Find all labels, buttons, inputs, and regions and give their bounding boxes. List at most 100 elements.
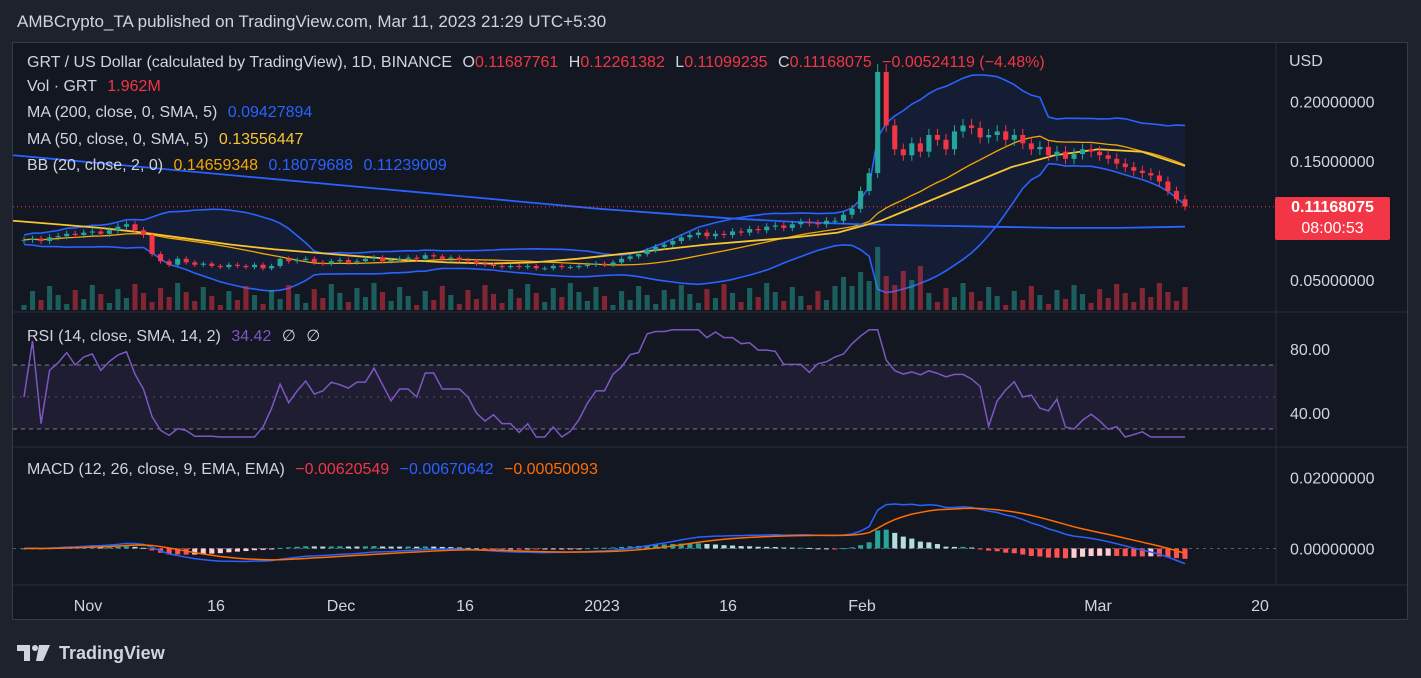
candle xyxy=(619,256,625,265)
volume-bar xyxy=(47,286,53,310)
candle-body xyxy=(397,258,403,260)
macd-hist-bar xyxy=(260,548,266,550)
candle-body xyxy=(405,257,411,259)
time-axis-tick: 20 xyxy=(1251,598,1269,615)
legend-macd-label: MACD (12, 26, close, 9, EMA, EMA) xyxy=(27,461,285,478)
volume-bar xyxy=(781,301,787,310)
candle xyxy=(1139,165,1145,179)
candle-body xyxy=(166,261,172,265)
legend-ma50-row[interactable]: MA (50, close, 0, SMA, 5) 0.13556447 xyxy=(27,131,309,149)
volume-bar xyxy=(977,301,983,310)
price-axis-tick: 0.20000000 xyxy=(1290,95,1375,112)
candle xyxy=(354,258,360,265)
legend-ma200-row[interactable]: MA (200, close, 0, SMA, 5) 0.09427894 xyxy=(27,104,318,122)
volume-bar xyxy=(414,305,420,310)
candle xyxy=(533,263,539,271)
macd-hist-bar xyxy=(414,546,420,549)
candle-body xyxy=(704,232,710,237)
volume-bar xyxy=(337,293,343,310)
candle-body xyxy=(115,226,121,231)
last-price-badge: 0.11168075 xyxy=(1275,197,1390,219)
volume-bar xyxy=(1131,302,1137,310)
candle-body xyxy=(712,233,719,237)
macd-hist-bar xyxy=(192,548,198,555)
candles xyxy=(21,63,1188,271)
candle xyxy=(380,255,386,264)
macd-hist-bar xyxy=(294,546,300,549)
candle-body xyxy=(29,238,36,240)
macd-hist-bar xyxy=(593,547,599,549)
candle-body xyxy=(994,131,1000,135)
volume-bar xyxy=(986,287,992,310)
candle xyxy=(414,255,420,262)
legend-ma200-label: MA (200, close, 0, SMA, 5) xyxy=(27,104,218,121)
macd-hist-bar xyxy=(209,548,215,554)
candle xyxy=(192,260,198,268)
legend-change: −0.00524119 (−4.48%) xyxy=(882,54,1045,71)
candle xyxy=(969,119,975,135)
macd-hist-bar xyxy=(687,543,693,549)
candle-body xyxy=(1088,149,1094,152)
volume-bar xyxy=(823,300,829,310)
legend-volume-row[interactable]: Vol · GRT 1.962M xyxy=(27,78,167,96)
legend-symbol[interactable]: GRT / US Dollar (calculated by TradingVi… xyxy=(27,54,453,71)
macd-hist-bar xyxy=(465,547,471,549)
candle xyxy=(516,263,522,270)
macd-hist-bar xyxy=(269,548,275,550)
macd-hist-bar xyxy=(1088,548,1094,557)
volume-bar xyxy=(721,284,727,310)
candle-body xyxy=(755,229,761,231)
volume-bar xyxy=(900,271,906,310)
macd-hist-bar xyxy=(559,548,565,550)
candle-body xyxy=(542,268,548,270)
candle xyxy=(89,228,95,236)
candle-body xyxy=(81,232,87,235)
macd-hist-bar xyxy=(388,546,394,549)
candle-body xyxy=(653,246,659,251)
macd-hist-bar xyxy=(106,547,112,549)
volume-bar xyxy=(286,285,292,310)
candle xyxy=(892,119,898,155)
chart-frame[interactable] xyxy=(12,42,1408,620)
volume-bar xyxy=(806,305,812,310)
candle xyxy=(431,252,437,259)
macd-hist-bar xyxy=(1011,548,1017,554)
ma50-line xyxy=(12,148,1186,265)
legend-rsi-row[interactable]: RSI (14, close, SMA, 14, 2) 34.42 ∅ ∅ xyxy=(27,326,326,346)
candle xyxy=(422,252,428,262)
macd-hist-bar xyxy=(1028,548,1034,556)
candle xyxy=(1122,158,1128,173)
legend-macd-row[interactable]: MACD (12, 26, close, 9, EMA, EMA) −0.006… xyxy=(27,461,604,479)
candle xyxy=(1011,128,1017,146)
volume-bar xyxy=(140,293,147,310)
macd-hist-bar xyxy=(858,545,864,549)
macd-hist-bar xyxy=(217,548,223,554)
volume-bar xyxy=(1148,297,1154,310)
volume-bar xyxy=(619,291,625,310)
macd-hist-bar xyxy=(678,543,684,549)
legend-bb-lower: 0.11239009 xyxy=(363,157,447,174)
legend-bb-row[interactable]: BB (20, close, 2, 0) 0.14659348 0.180796… xyxy=(27,157,453,175)
time-axis-tick: Mar xyxy=(1084,598,1112,615)
candle xyxy=(1182,195,1188,211)
volume-bar xyxy=(747,288,753,310)
candle xyxy=(798,218,804,228)
macd-hist-bar xyxy=(320,546,326,549)
candle xyxy=(328,258,334,266)
macd-hist-bar xyxy=(1139,548,1145,557)
candle xyxy=(550,263,556,271)
volume-bar xyxy=(508,289,514,310)
candle xyxy=(1045,141,1051,161)
macd-hist-bar xyxy=(960,546,966,549)
candle-body xyxy=(661,244,667,247)
time-axis-tick: 16 xyxy=(207,598,225,615)
candle-body xyxy=(525,265,531,268)
macd-hist-bar xyxy=(909,538,915,549)
macd-hist-bar xyxy=(311,546,317,549)
volume-bar xyxy=(98,294,104,310)
volume-bar xyxy=(260,304,266,310)
candle xyxy=(858,186,864,213)
candle-body xyxy=(815,223,821,225)
candle xyxy=(977,121,983,144)
